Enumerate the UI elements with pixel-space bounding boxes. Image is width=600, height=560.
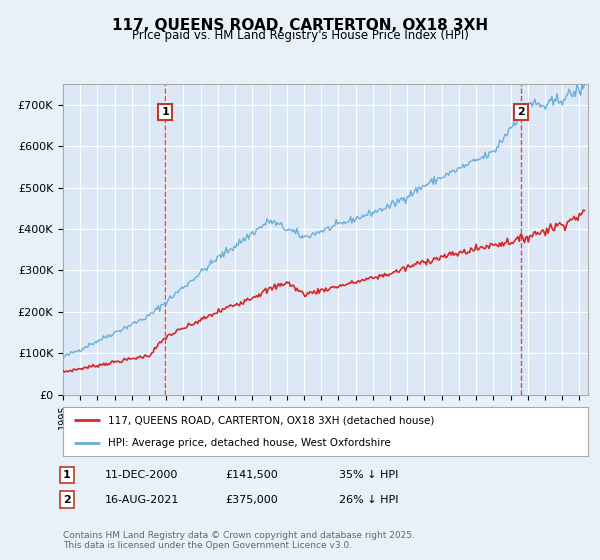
Text: 117, QUEENS ROAD, CARTERTON, OX18 3XH: 117, QUEENS ROAD, CARTERTON, OX18 3XH (112, 18, 488, 33)
Text: £141,500: £141,500 (225, 470, 278, 480)
Text: 1: 1 (63, 470, 71, 480)
Text: 16-AUG-2021: 16-AUG-2021 (105, 494, 179, 505)
Text: 1: 1 (161, 107, 169, 117)
Text: 117, QUEENS ROAD, CARTERTON, OX18 3XH (detached house): 117, QUEENS ROAD, CARTERTON, OX18 3XH (d… (107, 416, 434, 426)
Text: HPI: Average price, detached house, West Oxfordshire: HPI: Average price, detached house, West… (107, 438, 391, 448)
Text: 2: 2 (63, 494, 71, 505)
Text: 11-DEC-2000: 11-DEC-2000 (105, 470, 178, 480)
Text: £375,000: £375,000 (225, 494, 278, 505)
Text: 2: 2 (517, 107, 525, 117)
Text: 35% ↓ HPI: 35% ↓ HPI (339, 470, 398, 480)
Text: Contains HM Land Registry data © Crown copyright and database right 2025.
This d: Contains HM Land Registry data © Crown c… (63, 530, 415, 550)
Text: 26% ↓ HPI: 26% ↓ HPI (339, 494, 398, 505)
Text: Price paid vs. HM Land Registry's House Price Index (HPI): Price paid vs. HM Land Registry's House … (131, 29, 469, 42)
